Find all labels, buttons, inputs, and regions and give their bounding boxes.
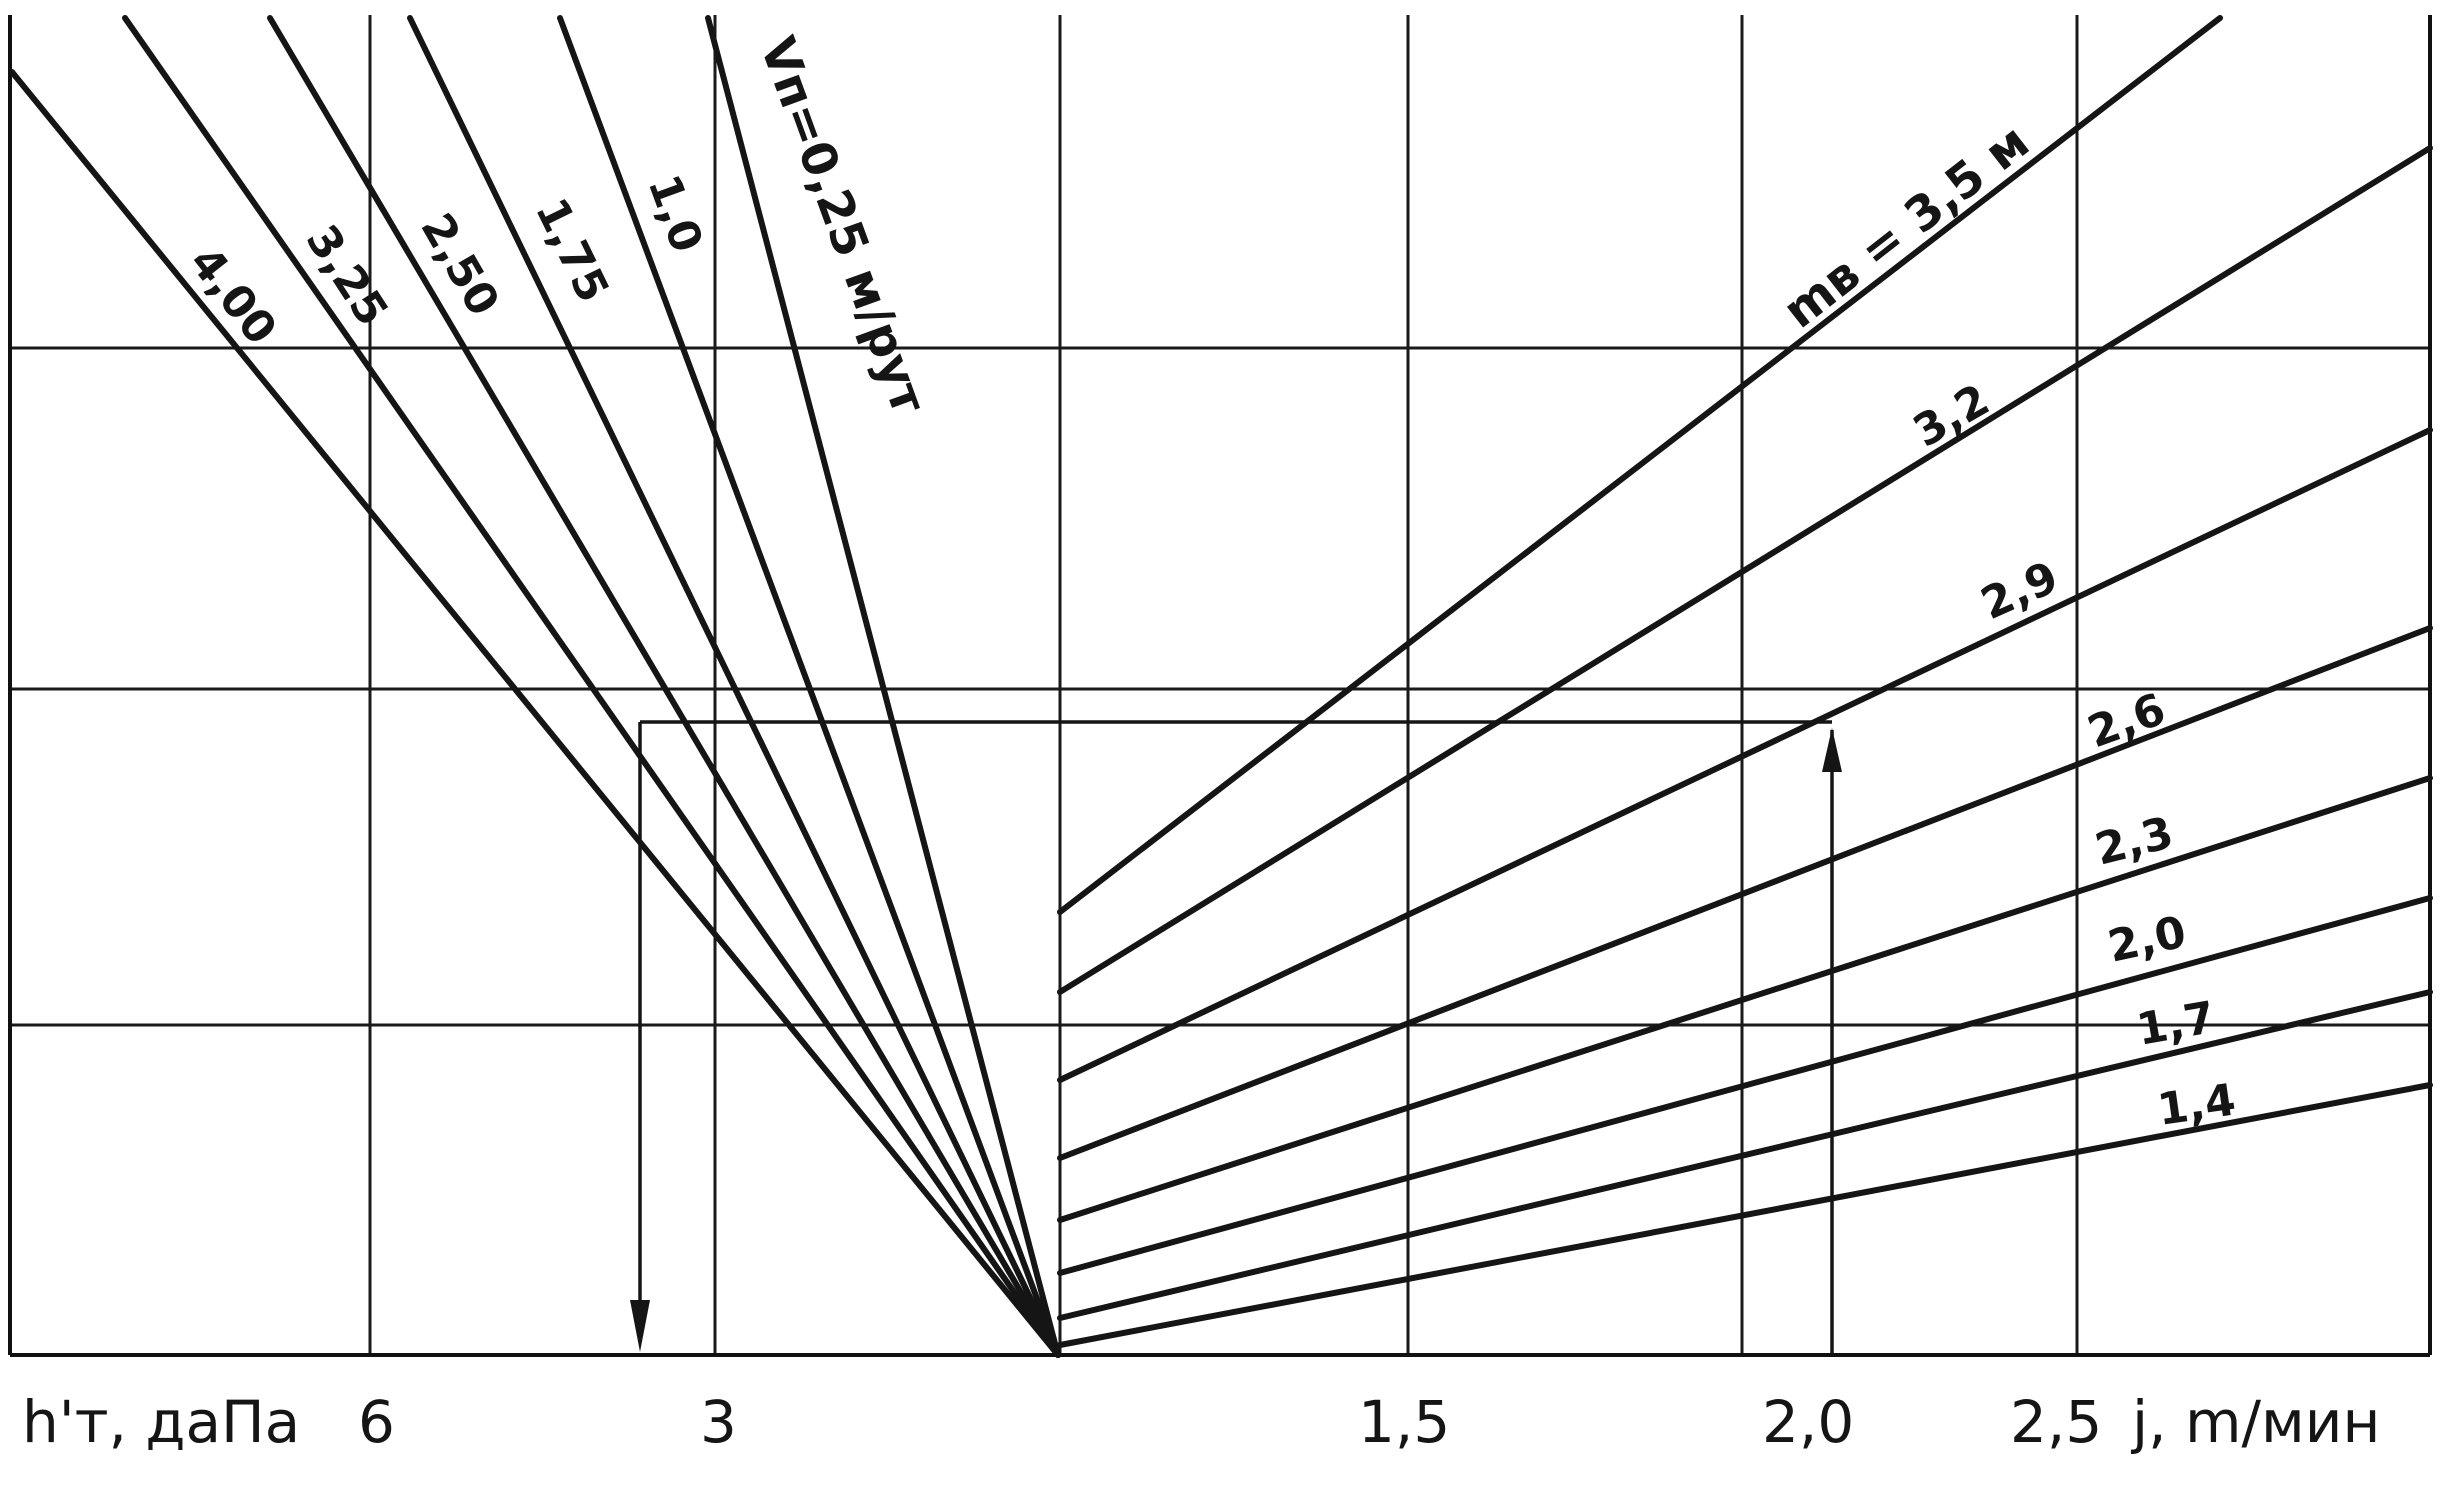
example-path (630, 720, 1842, 1355)
line-m-2-6 (1057, 625, 2433, 1161)
line-v-0-25 (705, 15, 1061, 1358)
right-labels: mв = 3,5 м 3,2 2,9 2,6 2,3 2,0 1,7 1,4 (1773, 114, 2239, 1136)
line-m-3-5 (1057, 15, 2223, 915)
label-m-2-6: 2,6 (2081, 684, 2172, 759)
left-labels: Vп=0,25 м/рут 1,0 1,75 2,50 3,25 4,00 (179, 30, 936, 421)
label-m-2-0: 2,0 (2104, 907, 2191, 973)
line-v-3-25 (122, 15, 1061, 1358)
tick-label-6: 6 (358, 1388, 395, 1456)
right-series (1057, 15, 2433, 1348)
tick-label-3: 3 (700, 1388, 737, 1456)
x-axis: h'т, даПа 6 3 1,5 2,0 2,5 j, m/мин (22, 1388, 2380, 1456)
arrow-up-icon (1822, 728, 1842, 772)
label-v-3-25: 3,25 (296, 216, 398, 335)
label-v-2-50: 2,50 (410, 205, 508, 325)
label-m-3-5: mв = 3,5 м (1773, 114, 2040, 340)
line-m-1-7 (1057, 989, 2433, 1321)
x-axis-label-left: h'т, даПа (22, 1388, 300, 1456)
label-m-2-9: 2,9 (1974, 552, 2066, 630)
left-series (9, 15, 1061, 1358)
grid (10, 15, 2430, 1355)
line-m-2-3 (1057, 775, 2433, 1223)
line-m-1-4 (1057, 1082, 2433, 1348)
line-v-1-75 (407, 15, 1061, 1358)
line-v-1-0 (557, 15, 1061, 1358)
plot-frame (8, 15, 2432, 1357)
tick-label-1-5: 1,5 (1358, 1388, 1450, 1456)
line-v-4-00 (9, 69, 1061, 1358)
arrow-down-icon (630, 1300, 650, 1352)
label-v-1-75: 1,75 (525, 190, 618, 310)
tick-label-2-5: 2,5 (2010, 1388, 2102, 1456)
line-m-2-0 (1057, 895, 2433, 1276)
line-m-2-9 (1057, 427, 2433, 1083)
label-v-1-0: 1,0 (638, 168, 713, 259)
label-v-0-25: Vп=0,25 м/рут (749, 30, 937, 421)
line-m-3-2 (1057, 145, 2433, 995)
line-v-2-50 (267, 15, 1061, 1358)
label-m-1-4: 1,4 (2154, 1075, 2238, 1136)
x-axis-label-right: j, m/мин (2130, 1388, 2380, 1456)
tick-label-2-0: 2,0 (1762, 1388, 1854, 1456)
label-m-3-2: 3,2 (1905, 374, 1998, 457)
